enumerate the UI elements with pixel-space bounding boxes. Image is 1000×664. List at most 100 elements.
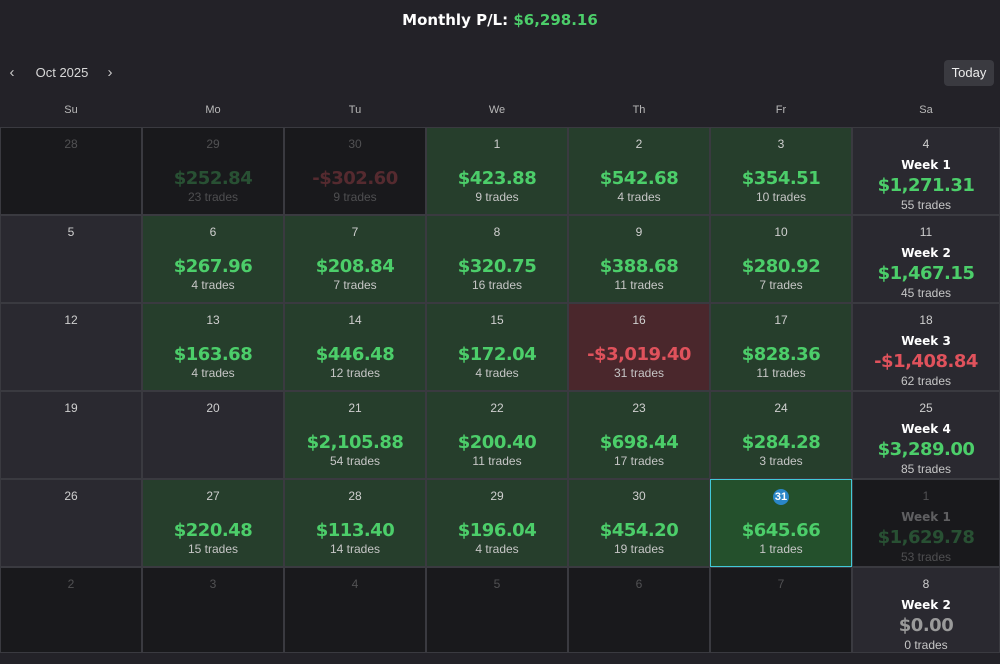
week-pl-amount: $3,289.00 [877, 439, 975, 460]
day-cell[interactable]: 14 $446.48 12 trades [284, 303, 426, 391]
day-cell[interactable]: 19 [0, 391, 142, 479]
day-cell[interactable]: 5 [0, 215, 142, 303]
week-summary-cell[interactable]: 1 Week 1 $1,629.78 53 trades [852, 479, 1000, 567]
day-cell[interactable]: 26 [0, 479, 142, 567]
day-cell[interactable]: 15 $172.04 4 trades [426, 303, 568, 391]
day-cell[interactable]: 7 [710, 567, 852, 653]
day-pl-amount: $208.84 [315, 256, 395, 277]
day-number: 3 [777, 137, 785, 151]
week-trade-count: 55 trades [900, 198, 952, 212]
day-pl-amount: $645.66 [741, 520, 821, 541]
day-cell[interactable]: 29 $252.84 23 trades [142, 127, 284, 215]
day-number: 29 [490, 489, 504, 503]
day-cell[interactable]: 2 $542.68 4 trades [568, 127, 710, 215]
day-number: 2 [635, 137, 643, 151]
day-number: 6 [635, 577, 643, 591]
today-button[interactable]: Today [944, 60, 994, 86]
day-cell[interactable]: 20 [142, 391, 284, 479]
day-cell[interactable]: 9 $388.68 11 trades [568, 215, 710, 303]
day-cell[interactable]: 12 [0, 303, 142, 391]
next-month-icon[interactable]: › [107, 64, 113, 81]
day-pl-amount: $423.88 [457, 168, 537, 189]
day-number: 26 [64, 489, 78, 503]
weekday-label: Su [64, 104, 78, 116]
day-cell[interactable]: 1 $423.88 9 trades [426, 127, 568, 215]
day-pl-amount: $196.04 [457, 520, 537, 541]
week-summary-cell[interactable]: 25 Week 4 $3,289.00 85 trades [852, 391, 1000, 479]
prev-month-icon[interactable]: ‹ [9, 64, 15, 81]
day-number: 14 [348, 313, 362, 327]
day-number: 24 [774, 401, 788, 415]
day-trade-count: 12 trades [329, 366, 381, 380]
day-pl-amount: $446.48 [315, 344, 395, 365]
week-label: Week 1 [901, 510, 951, 524]
day-cell[interactable]: 21 $2,105.88 54 trades [284, 391, 426, 479]
day-cell[interactable]: 29 $196.04 4 trades [426, 479, 568, 567]
day-pl-amount: $698.44 [599, 432, 679, 453]
day-trade-count: 4 trades [617, 190, 661, 204]
day-trade-count: 4 trades [475, 366, 519, 380]
day-cell[interactable]: 30 -$302.60 9 trades [284, 127, 426, 215]
day-number: 28 [64, 137, 78, 151]
day-trade-count: 19 trades [613, 542, 665, 556]
week-summary-cell[interactable]: 8 Week 2 $0.00 0 trades [852, 567, 1000, 653]
day-cell[interactable]: 16 -$3,019.40 31 trades [568, 303, 710, 391]
week-summary-cell[interactable]: 11 Week 2 $1,467.15 45 trades [852, 215, 1000, 303]
weekday-label: Tu [348, 104, 362, 116]
day-pl-amount: $172.04 [457, 344, 537, 365]
day-number: 20 [206, 401, 220, 415]
week-label: Week 3 [901, 334, 951, 348]
day-cell[interactable]: 6 $267.96 4 trades [142, 215, 284, 303]
week-pl-amount: $1,271.31 [877, 175, 975, 196]
day-cell[interactable]: 24 $284.28 3 trades [710, 391, 852, 479]
day-pl-amount: -$3,019.40 [587, 344, 691, 365]
day-number: 1 [493, 137, 501, 151]
day-cell[interactable]: 6 [568, 567, 710, 653]
day-cell[interactable]: 27 $220.48 15 trades [142, 479, 284, 567]
day-cell[interactable]: 10 $280.92 7 trades [710, 215, 852, 303]
week-label: Week 1 [901, 158, 951, 172]
day-number: 16 [632, 313, 646, 327]
day-trade-count: 16 trades [471, 278, 523, 292]
week-pl-amount: $1,629.78 [877, 527, 975, 548]
day-cell[interactable]: 28 $113.40 14 trades [284, 479, 426, 567]
monthly-pl-label: Monthly P/L: [402, 11, 509, 29]
day-number: 12 [64, 313, 78, 327]
day-trade-count: 3 trades [759, 454, 803, 468]
day-number: 4 [922, 137, 930, 151]
day-cell[interactable]: 23 $698.44 17 trades [568, 391, 710, 479]
day-cell[interactable]: 30 $454.20 19 trades [568, 479, 710, 567]
day-cell[interactable]: 3 $354.51 10 trades [710, 127, 852, 215]
day-pl-amount: $542.68 [599, 168, 679, 189]
day-cell[interactable]: 5 [426, 567, 568, 653]
day-cell[interactable]: 31 $645.66 1 trades [710, 479, 852, 567]
day-pl-amount: $280.92 [741, 256, 821, 277]
day-trade-count: 4 trades [191, 278, 235, 292]
day-number: 8 [493, 225, 501, 239]
day-cell[interactable]: 13 $163.68 4 trades [142, 303, 284, 391]
day-pl-amount: $220.48 [173, 520, 253, 541]
day-pl-amount: $163.68 [173, 344, 253, 365]
day-cell[interactable]: 22 $200.40 11 trades [426, 391, 568, 479]
day-cell[interactable]: 4 [284, 567, 426, 653]
weekday-header-row: Su Mo Tu We Th Fr Sa [0, 104, 1000, 118]
week-trade-count: 85 trades [900, 462, 952, 476]
day-cell[interactable]: 3 [142, 567, 284, 653]
day-cell[interactable]: 8 $320.75 16 trades [426, 215, 568, 303]
weekday-label: Mo [205, 104, 221, 116]
day-cell[interactable]: 7 $208.84 7 trades [284, 215, 426, 303]
current-month-label: Oct 2025 [35, 65, 89, 80]
today-indicator: 31 [773, 489, 789, 505]
week-summary-cell[interactable]: 18 Week 3 -$1,408.84 62 trades [852, 303, 1000, 391]
day-number: 30 [632, 489, 646, 503]
day-cell[interactable]: 2 [0, 567, 142, 653]
day-cell[interactable]: 17 $828.36 11 trades [710, 303, 852, 391]
week-pl-amount: -$1,408.84 [874, 351, 978, 372]
day-pl-amount: $252.84 [173, 168, 253, 189]
day-number: 8 [922, 577, 930, 591]
day-cell[interactable]: 28 [0, 127, 142, 215]
day-pl-amount: $828.36 [741, 344, 821, 365]
week-label: Week 2 [901, 598, 951, 612]
week-summary-cell[interactable]: 4 Week 1 $1,271.31 55 trades [852, 127, 1000, 215]
day-number: 3 [209, 577, 217, 591]
